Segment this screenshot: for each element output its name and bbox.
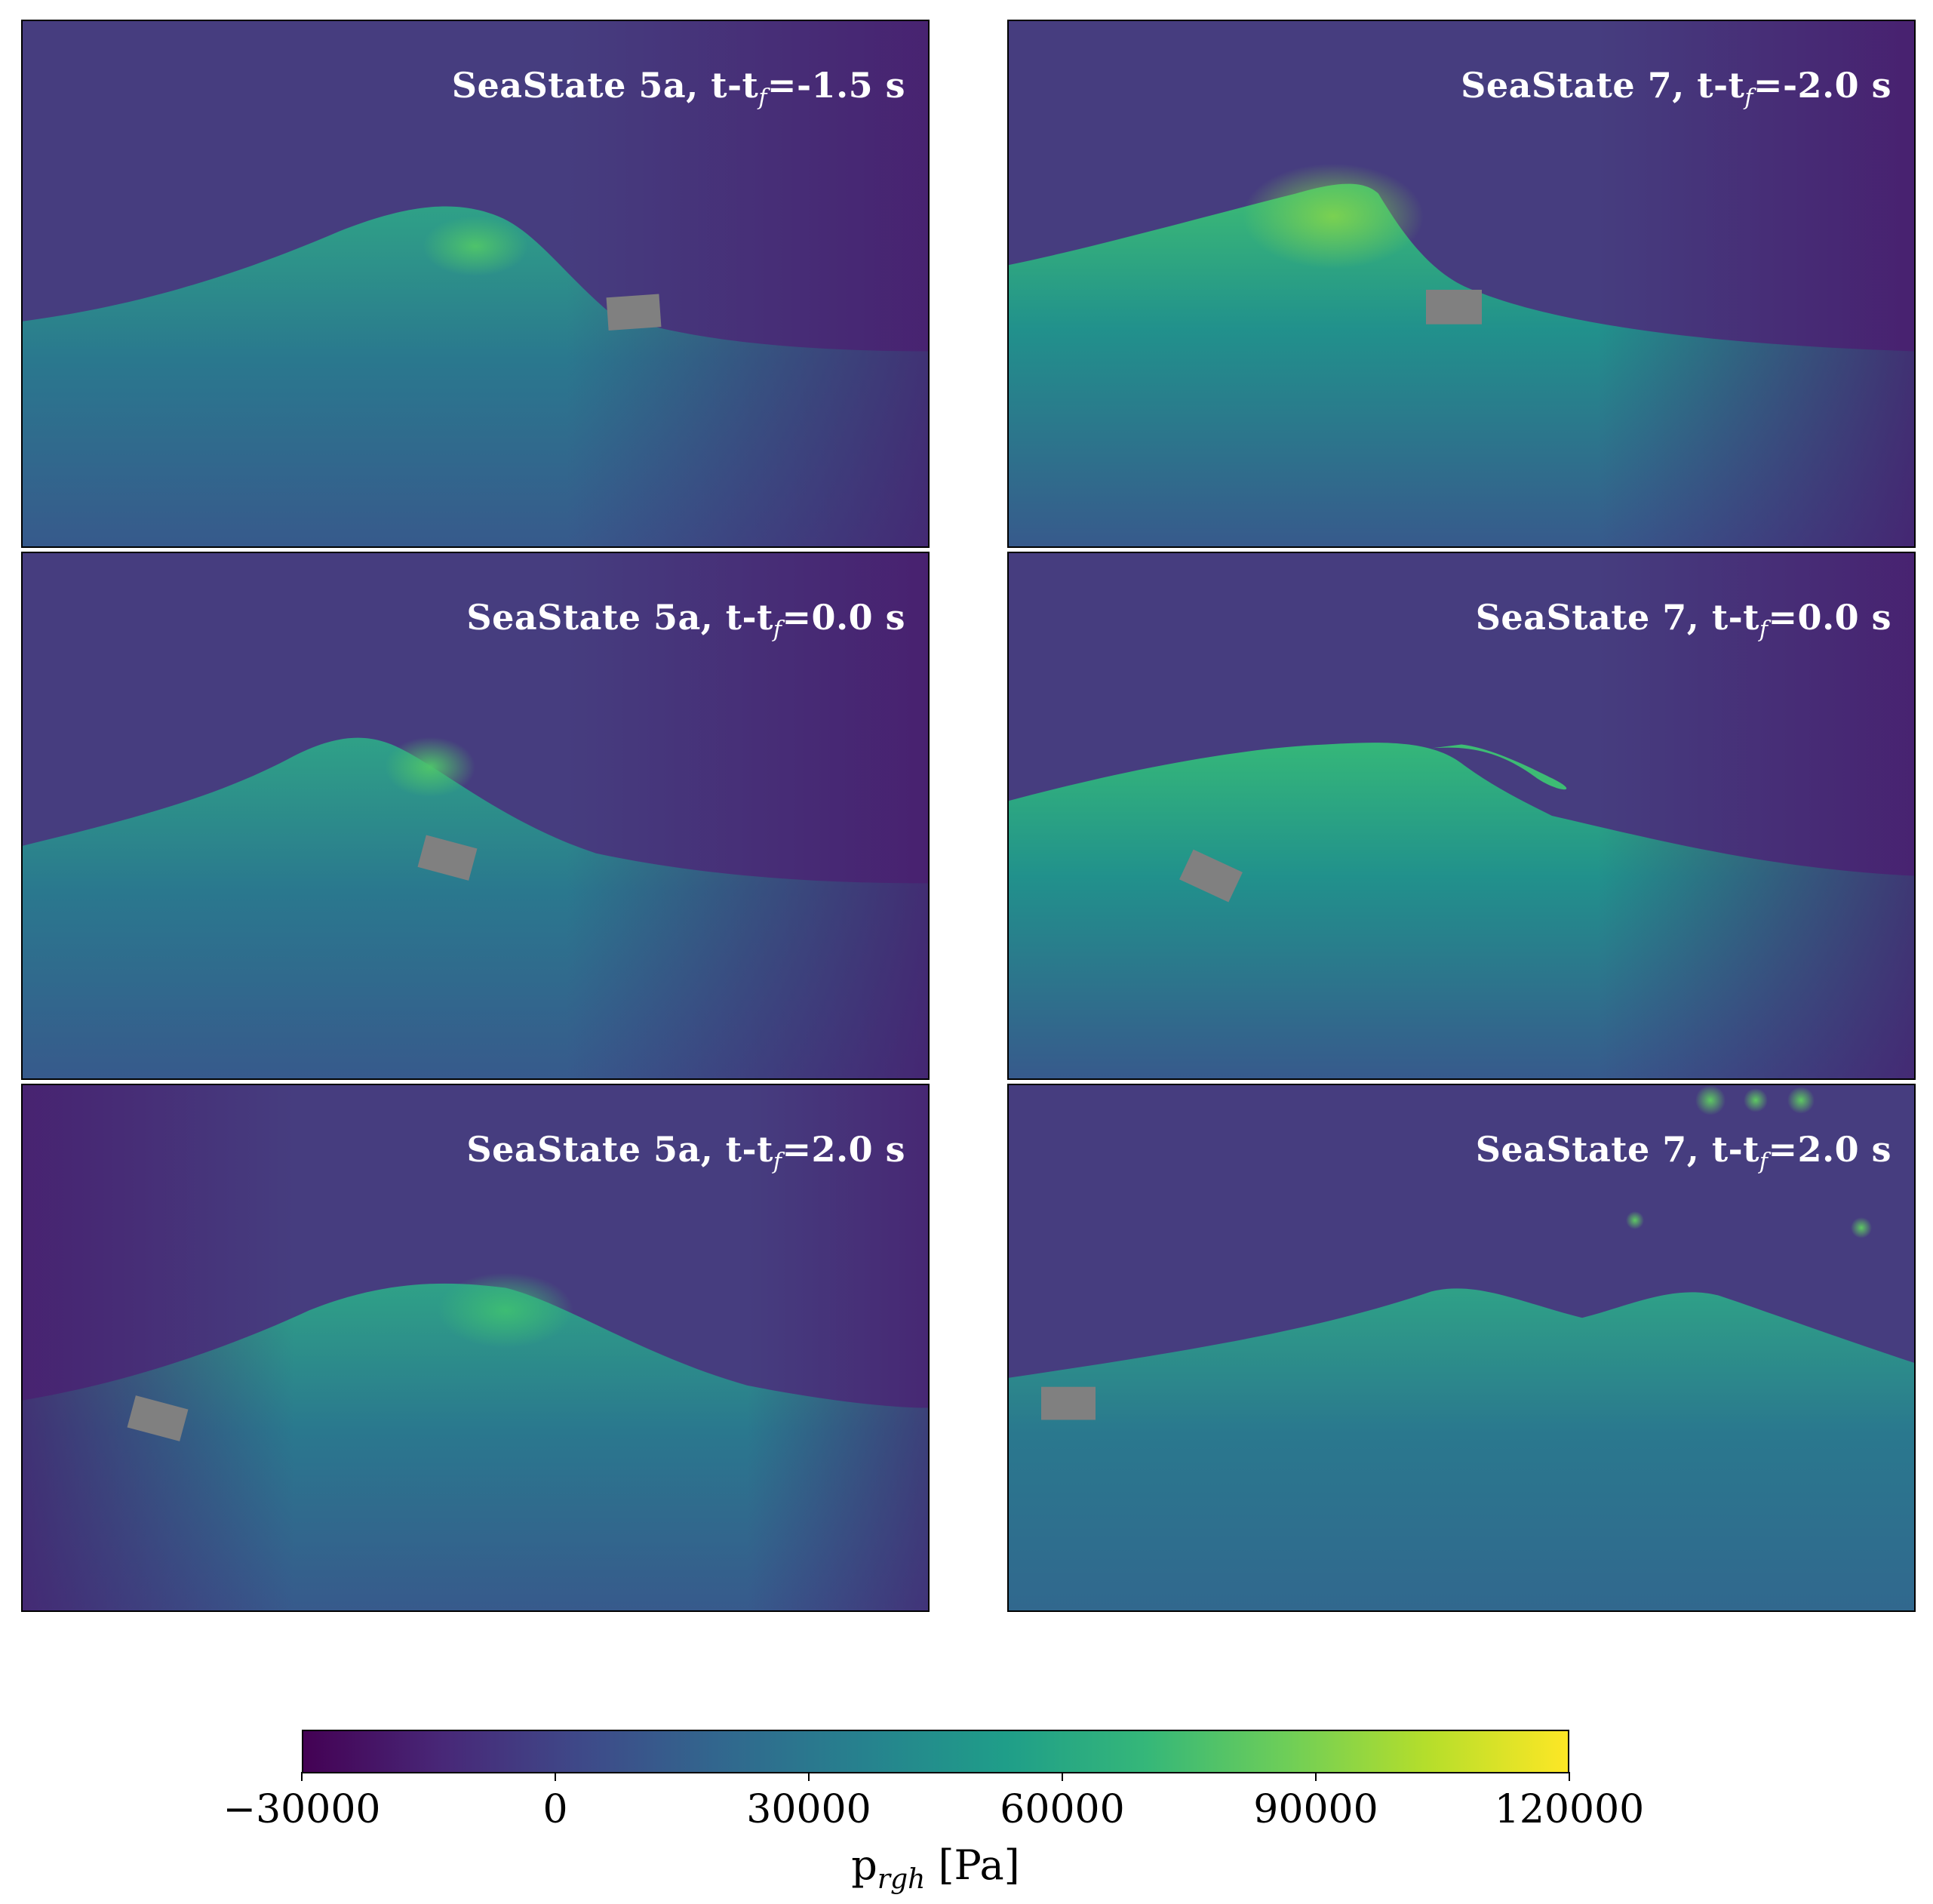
crest-high [1243, 163, 1424, 269]
colorbar [302, 1730, 1569, 1773]
colorbar-tick-label: 30000 [746, 1787, 871, 1832]
colorbar-tick-mark [808, 1772, 810, 1781]
panel-title: SeaState 7, t-tf=2.0 s [1475, 1129, 1892, 1175]
panel-ss5a-00: SeaState 5a, t-tf=0.0 s [21, 552, 930, 1080]
spray-droplet [1851, 1217, 1872, 1238]
field-plot [23, 553, 928, 1078]
low-pressure-zone [23, 1085, 928, 1610]
low-pressure-zone [23, 21, 928, 546]
colorbar-tick-mark [301, 1772, 303, 1781]
floating-body [417, 835, 478, 881]
field-plot [23, 21, 928, 546]
panel-ss5a-20: SeaState 5a, t-tf=2.0 s [21, 1084, 930, 1612]
colorbar-tick-label: 0 [542, 1787, 568, 1832]
panel-title: SeaState 7, t-tf=-2.0 s [1461, 65, 1892, 111]
floating-body [1041, 1386, 1096, 1420]
low-pressure-zone [1009, 553, 1914, 1078]
crest-high [438, 1272, 573, 1348]
field-plot [1009, 553, 1914, 1078]
low-pressure-zone [23, 553, 928, 1078]
colorbar-tick-label: −30000 [223, 1787, 381, 1832]
field-plot [23, 1085, 928, 1610]
colorbar-tick-label: 120000 [1494, 1787, 1645, 1832]
spray-droplet [1626, 1211, 1644, 1229]
colorbar-tick-mark [555, 1772, 556, 1781]
panel-ss7-00: SeaState 7, t-tf=0.0 s [1007, 552, 1916, 1080]
spray-droplet [1787, 1086, 1815, 1114]
colorbar-tick-label: 90000 [1253, 1787, 1378, 1832]
field-plot [1009, 1085, 1914, 1610]
panel-ss7-neg20: SeaState 7, t-tf=-2.0 s [1007, 20, 1916, 548]
crest-high [385, 737, 475, 798]
panel-ss5a-neg15: SeaState 5a, t-tf=-1.5 s [21, 20, 930, 548]
panel-title: SeaState 5a, t-tf=-1.5 s [451, 65, 905, 111]
floating-body [606, 294, 662, 331]
panel-ss7-20: SeaState 7, t-tf=2.0 s [1007, 1084, 1916, 1612]
colorbar-tick-mark [1315, 1772, 1317, 1781]
crest-high [423, 216, 528, 277]
colorbar-tick-mark [1569, 1772, 1570, 1781]
floating-body [1179, 849, 1243, 903]
spray-droplet [1744, 1087, 1768, 1112]
colorbar-tick-mark [1062, 1772, 1063, 1781]
low-pressure-zone [1009, 21, 1914, 546]
colorbar-label: prgh [Pa] [851, 1841, 1020, 1895]
colorbar-tick-label: 60000 [1000, 1787, 1125, 1832]
panel-title: SeaState 5a, t-tf=0.0 s [466, 597, 905, 643]
field-plot [1009, 21, 1914, 546]
panel-title: SeaState 5a, t-tf=2.0 s [466, 1129, 905, 1175]
spray-droplet [1695, 1085, 1726, 1115]
panel-title: SeaState 7, t-tf=0.0 s [1475, 597, 1892, 643]
water-region [1009, 1288, 1914, 1610]
floating-body [127, 1395, 189, 1441]
floating-body [1426, 289, 1482, 325]
